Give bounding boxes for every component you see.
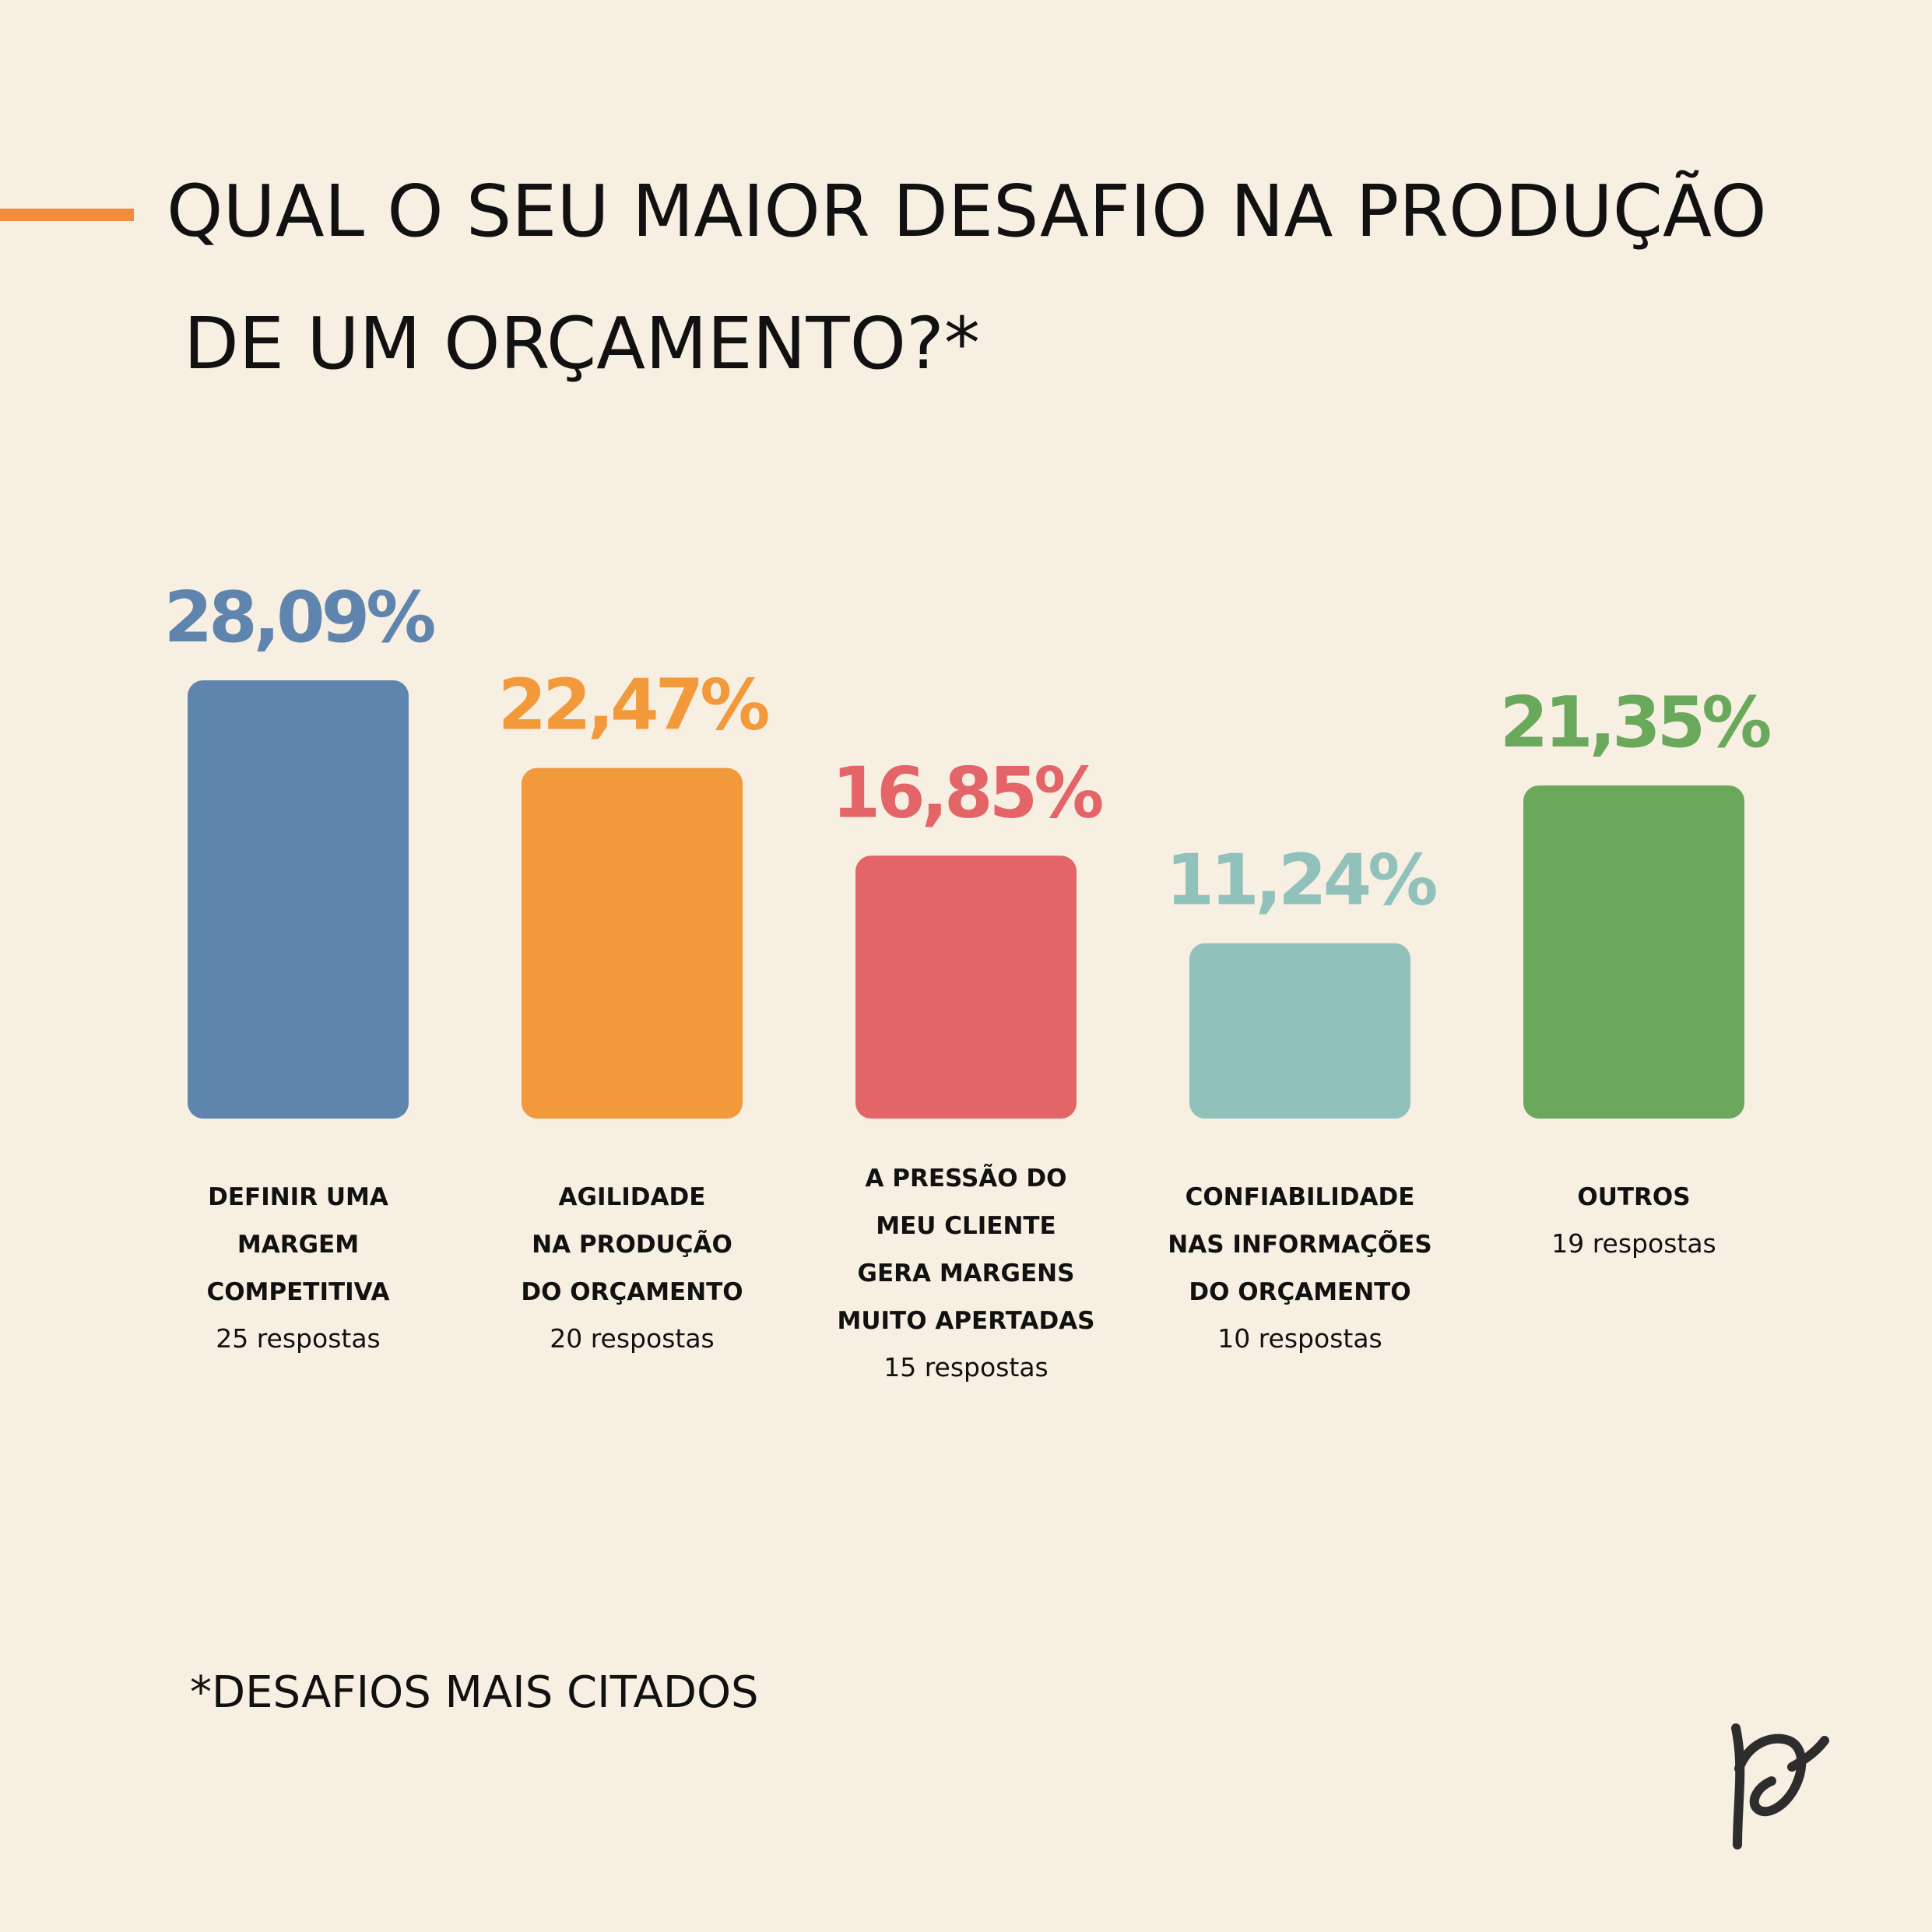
category-label-5-line-1: OUTROS xyxy=(1577,1183,1690,1211)
category-label-2-line-2: NA PRODUÇÃO xyxy=(532,1230,732,1259)
category-label-4-line-2: NAS INFORMAÇÕES xyxy=(1168,1230,1431,1259)
category-label-3-line-1: A PRESSÃO DO xyxy=(865,1164,1066,1193)
category-label-3-line-3: GERA MARGENS xyxy=(858,1259,1075,1287)
category-label-2-line-1: AGILIDADE xyxy=(559,1183,706,1211)
responses-label-3: 15 respostas xyxy=(883,1352,1049,1382)
category-label-3-line-2: MEU CLIENTE xyxy=(876,1212,1056,1240)
bar-5 xyxy=(1523,785,1744,1119)
category-label-1-line-1: DEFINIR UMA xyxy=(208,1183,388,1211)
bar-chart: 28,09% DEFINIR UMA MARGEM COMPETITIVA 25 res… xyxy=(164,577,1775,1382)
category-label-4-line-1: CONFIABILIDADE xyxy=(1186,1183,1415,1211)
responses-label-5: 19 respostas xyxy=(1551,1228,1716,1259)
chart-title-line-2: DE UM ORÇAMENTO?* xyxy=(184,302,980,385)
value-label-4: 11,24% xyxy=(1166,840,1437,922)
accent-line xyxy=(0,209,134,221)
category-label-1-line-3: COMPETITIVA xyxy=(206,1278,389,1306)
footnote: *DESAFIOS MAIS CITADOS xyxy=(190,1667,759,1718)
bar-1 xyxy=(188,680,409,1119)
responses-label-1: 25 respostas xyxy=(216,1323,381,1354)
category-label-4-line-3: DO ORÇAMENTO xyxy=(1189,1278,1410,1306)
handwritten-p-logo-icon xyxy=(1717,1712,1834,1856)
responses-label-4: 10 respostas xyxy=(1217,1323,1382,1354)
bar-4 xyxy=(1189,943,1410,1119)
chart-title-line-1: QUAL O SEU MAIOR DESAFIO NA PRODUÇÃO xyxy=(167,170,1767,253)
value-label-2: 22,47% xyxy=(498,665,769,746)
value-label-3: 16,85% xyxy=(832,752,1103,834)
bar-2 xyxy=(522,768,743,1119)
value-label-1: 28,09% xyxy=(164,577,435,659)
category-label-3-line-4: MUITO APERTADAS xyxy=(838,1307,1095,1335)
category-label-2-line-3: DO ORÇAMENTO xyxy=(521,1278,743,1306)
category-label-1-line-2: MARGEM xyxy=(237,1231,359,1259)
value-label-5: 21,35% xyxy=(1500,682,1771,764)
responses-label-2: 20 respostas xyxy=(550,1323,715,1354)
bar-3 xyxy=(855,855,1077,1119)
